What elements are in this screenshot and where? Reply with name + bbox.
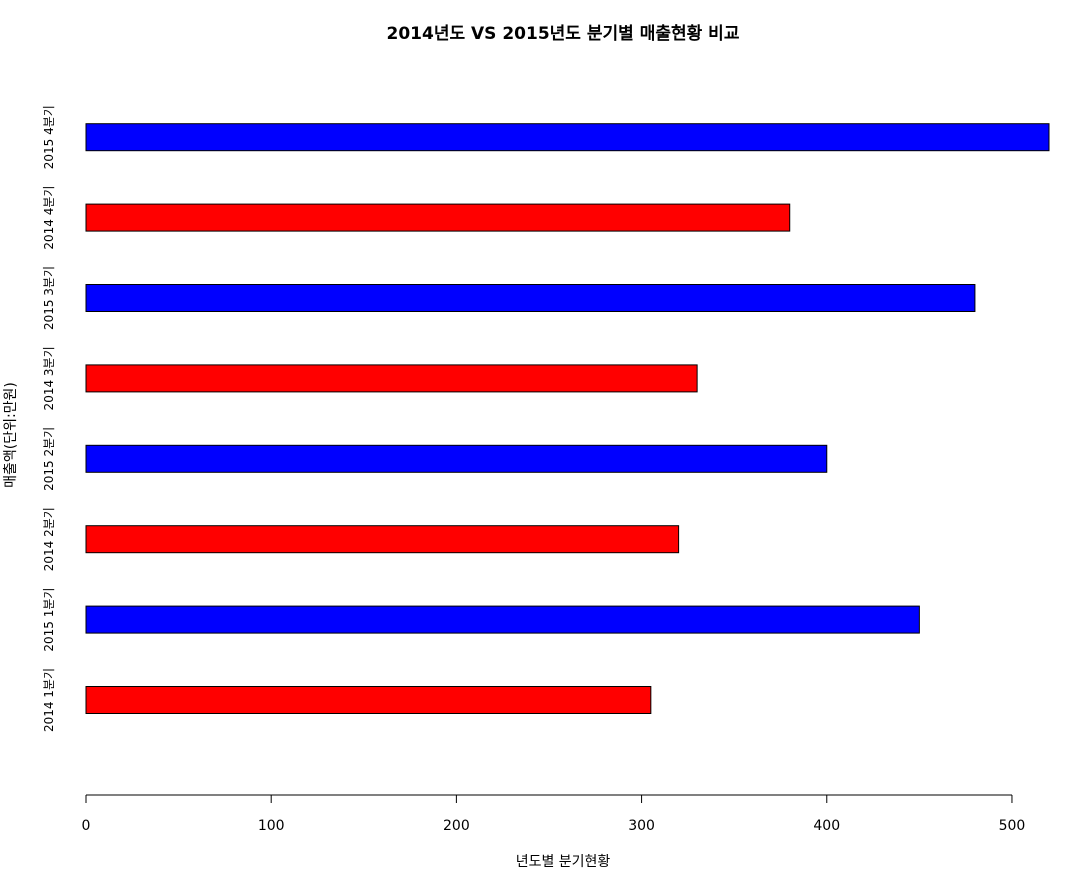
category-label-7: 2014 4분기 — [42, 186, 56, 250]
x-tick-label-6: 500 — [999, 818, 1026, 834]
x-axis: 0 100 200 300 400 500 — [82, 794, 1026, 834]
bars-group — [85, 123, 1050, 714]
x-tick-label-5: 400 — [813, 818, 840, 834]
category-label-6: 2015 3분기 — [42, 266, 56, 330]
chart-title: 2014년도 VS 2015년도 분기별 매출현황 비교 — [387, 24, 740, 44]
x-tick-label-1: 0 — [82, 818, 91, 834]
bar-8 — [85, 123, 1050, 152]
category-label-4: 2015 2분기 — [42, 427, 56, 491]
category-label-5: 2014 3분기 — [42, 346, 56, 410]
x-tick-label-2: 100 — [258, 818, 285, 834]
bar-1 — [85, 686, 652, 714]
x-tick-label-3: 200 — [443, 818, 470, 834]
category-label-1: 2014 1분기 — [42, 668, 56, 732]
category-label-2: 2015 1분기 — [42, 588, 56, 652]
bar-2 — [85, 605, 920, 634]
x-tick-label-4: 300 — [628, 818, 655, 834]
bar-7 — [85, 203, 791, 232]
bar-5 — [85, 364, 698, 393]
x-axis-label: 년도별 분기현황 — [516, 854, 611, 870]
category-label-8: 2015 4분기 — [42, 105, 56, 169]
category-label-3: 2014 2분기 — [42, 507, 56, 571]
bar-3 — [85, 525, 680, 554]
category-labels-group: 2014 1분기 2015 1분기 2014 2분기 2015 2분기 2014 3분기… — [42, 105, 56, 732]
y-axis-label: 매출액(단위:만원) — [3, 382, 19, 488]
bar-6 — [85, 284, 976, 312]
bar-4 — [85, 444, 828, 473]
